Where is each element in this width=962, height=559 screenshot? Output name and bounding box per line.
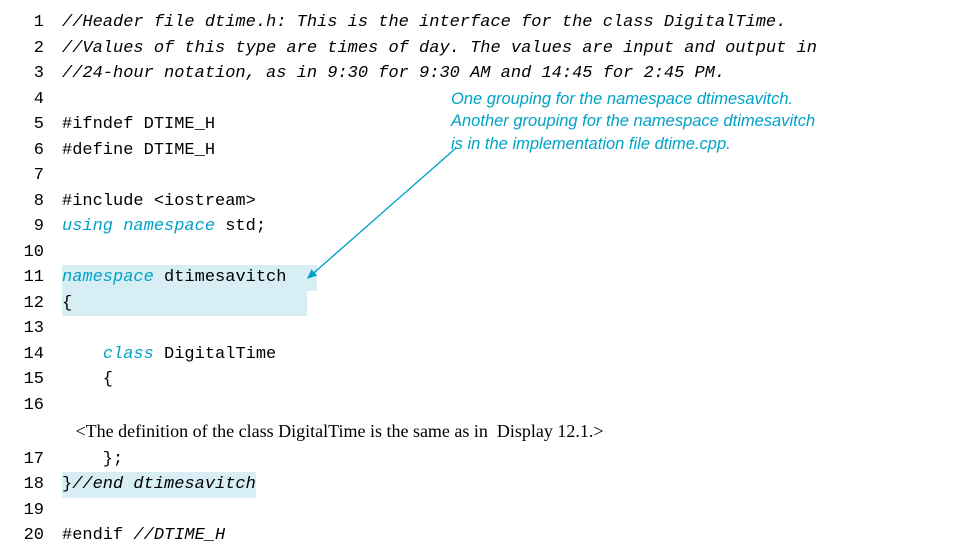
code-line: 13 bbox=[6, 316, 952, 342]
line-number: 16 bbox=[6, 393, 62, 419]
code-listing: 1 //Header file dtime.h: This is the int… bbox=[6, 10, 952, 549]
blank bbox=[62, 498, 72, 524]
code-line: 2 //Values of this type are times of day… bbox=[6, 36, 952, 62]
blank bbox=[62, 316, 72, 342]
code-line: 14 class DigitalTime bbox=[6, 342, 952, 368]
line-number: 17 bbox=[6, 447, 62, 473]
namespace-end: }//end dtimesavitch bbox=[62, 472, 256, 498]
line-number: 1 bbox=[6, 10, 62, 36]
callout-text: One grouping for the namespace dtimesavi… bbox=[451, 88, 815, 155]
std-text: std; bbox=[215, 217, 266, 236]
line-number: 20 bbox=[6, 523, 62, 549]
brace-close: } bbox=[62, 475, 72, 494]
line-number: 18 bbox=[6, 472, 62, 498]
note-line: <The definition of the class DigitalTime… bbox=[6, 418, 952, 447]
line-number: 14 bbox=[6, 342, 62, 368]
brace-open: { bbox=[62, 291, 307, 317]
code-line: 1 //Header file dtime.h: This is the int… bbox=[6, 10, 952, 36]
endif: #endif //DTIME_H bbox=[62, 523, 225, 549]
class-name: DigitalTime bbox=[154, 345, 276, 364]
preproc: #ifndef DTIME_H bbox=[62, 112, 215, 138]
callout-line: Another grouping for the namespace dtime… bbox=[451, 110, 815, 132]
line-number: 2 bbox=[6, 36, 62, 62]
code-line: 8 #include <iostream> bbox=[6, 189, 952, 215]
line-number: 12 bbox=[6, 291, 62, 317]
code-line: 19 bbox=[6, 498, 952, 524]
code-line: 7 bbox=[6, 163, 952, 189]
comment: //DTIME_H bbox=[133, 526, 225, 545]
namespace-name: dtimesavitch bbox=[154, 268, 287, 287]
code-line: 18 }//end dtimesavitch bbox=[6, 472, 952, 498]
line-number: 19 bbox=[6, 498, 62, 524]
line-number: 5 bbox=[6, 112, 62, 138]
line-number: 13 bbox=[6, 316, 62, 342]
line-number: 7 bbox=[6, 163, 62, 189]
preproc: #define DTIME_H bbox=[62, 138, 215, 164]
line-number: 4 bbox=[6, 87, 62, 113]
code-line: 15 { bbox=[6, 367, 952, 393]
comment: //24-hour notation, as in 9:30 for 9:30 … bbox=[62, 61, 725, 87]
blank bbox=[62, 393, 72, 419]
brace-open: { bbox=[62, 367, 113, 393]
blank bbox=[62, 240, 72, 266]
line-number: 10 bbox=[6, 240, 62, 266]
code-line: 11 namespace dtimesavitch bbox=[6, 265, 952, 291]
line-number: 11 bbox=[6, 265, 62, 291]
code-line: 16 bbox=[6, 393, 952, 419]
line-number: 8 bbox=[6, 189, 62, 215]
keyword-class: class bbox=[103, 345, 154, 364]
code-line: 17 }; bbox=[6, 447, 952, 473]
line-number: 15 bbox=[6, 367, 62, 393]
using-decl: using namespace std; bbox=[62, 214, 266, 240]
inline-note: <The definition of the class DigitalTime… bbox=[62, 418, 604, 445]
code-line: 9 using namespace std; bbox=[6, 214, 952, 240]
keyword-namespace: namespace bbox=[62, 268, 154, 287]
line-number: 3 bbox=[6, 61, 62, 87]
namespace-decl: namespace dtimesavitch bbox=[62, 265, 317, 291]
comment: //end dtimesavitch bbox=[72, 475, 256, 494]
code-line: 12 { bbox=[6, 291, 952, 317]
line-number-spacer bbox=[6, 421, 62, 447]
blank bbox=[62, 163, 72, 189]
include: #include <iostream> bbox=[62, 189, 256, 215]
callout-line: is in the implementation file dtime.cpp. bbox=[451, 133, 815, 155]
code-line: 10 bbox=[6, 240, 952, 266]
brace-close: }; bbox=[62, 447, 123, 473]
comment: //Values of this type are times of day. … bbox=[62, 36, 817, 62]
line-number: 9 bbox=[6, 214, 62, 240]
blank bbox=[62, 87, 72, 113]
code-line: 3 //24-hour notation, as in 9:30 for 9:3… bbox=[6, 61, 952, 87]
keyword-using-namespace: using namespace bbox=[62, 217, 215, 236]
callout-line: One grouping for the namespace dtimesavi… bbox=[451, 88, 815, 110]
comment: //Header file dtime.h: This is the inter… bbox=[62, 10, 786, 36]
class-decl: class DigitalTime bbox=[62, 342, 276, 368]
code-line: 20 #endif //DTIME_H bbox=[6, 523, 952, 549]
line-number: 6 bbox=[6, 138, 62, 164]
